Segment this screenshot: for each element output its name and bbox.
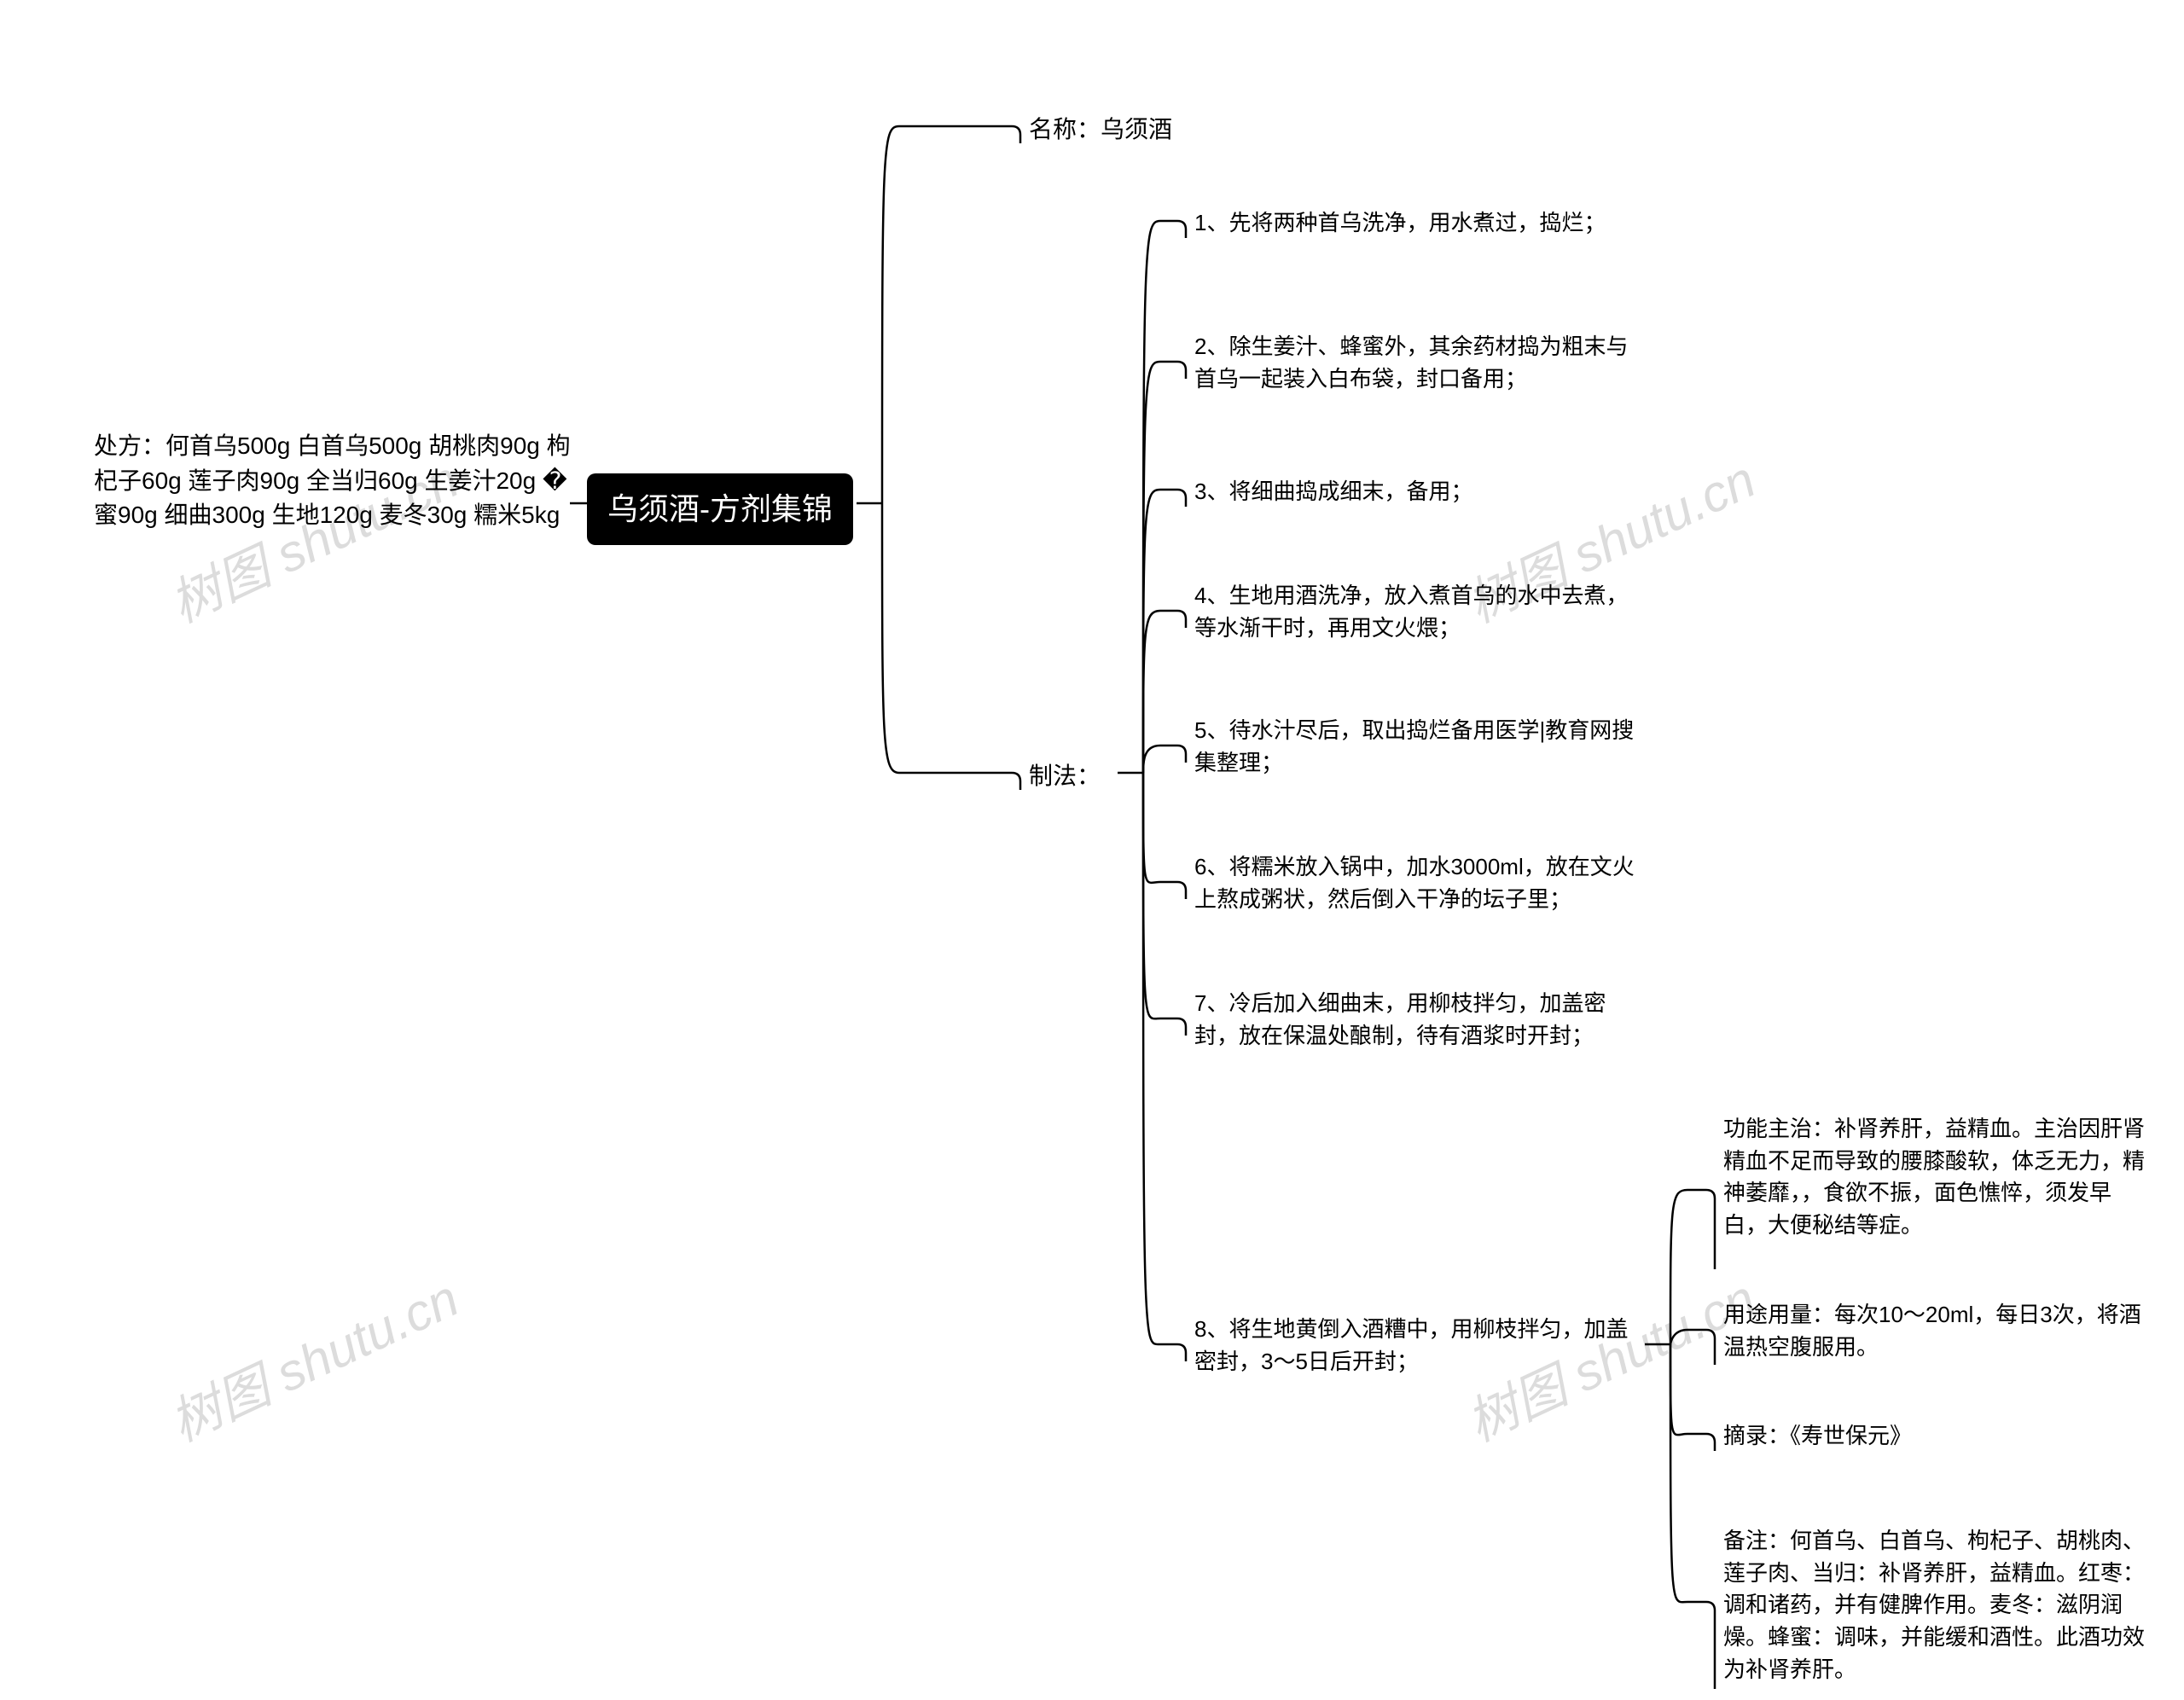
root-node: 乌须酒-方剂集锦 (587, 473, 853, 545)
method-step-text: 4、生地用酒洗净，放入煮首乌的水中去煮，等水渐干时，再用文火煨； (1194, 583, 1628, 641)
method-step-1: 1、先将两种首乌洗净，用水煮过，捣烂； (1194, 207, 1638, 240)
method-label-node: 制法： (1029, 759, 1101, 794)
method-label-text: 制法： (1029, 763, 1101, 789)
step8-child-notes: 备注：何首乌、白首乌、枸杞子、胡桃肉、莲子肉、当归：补肾养肝，益精血。红枣：调和… (1723, 1525, 2150, 1685)
method-step-4: 4、生地用酒洗净，放入煮首乌的水中去煮，等水渐干时，再用文火煨； (1194, 580, 1638, 644)
method-step-3: 3、将细曲捣成细末，备用； (1194, 476, 1638, 508)
prescription-text: 处方：何首乌500g 白首乌500g 胡桃肉90g 枸杞子60g 莲子肉90g … (94, 432, 571, 528)
name-node: 名称：乌须酒 (1029, 113, 1172, 148)
watermark-3: 树图 shutu.cn (156, 1258, 468, 1456)
method-step-text: 5、待水汁尽后，取出捣烂备用医学|教育网搜集整理； (1194, 717, 1634, 775)
step8-child-functions: 功能主治：补肾养肝，益精血。主治因肝肾精血不足而导致的腰膝酸软，体乏无力，精神萎… (1723, 1113, 2150, 1242)
mindmap-canvas: 树图 shutu.cn 树图 shutu.cn 树图 shutu.cn 树图 s… (0, 0, 2184, 1700)
step8-child-text: 功能主治：补肾养肝，益精血。主治因肝肾精血不足而导致的腰膝酸软，体乏无力，精神萎… (1723, 1116, 2145, 1238)
method-step-text: 6、将糯米放入锅中，加水3000ml，放在文火上熬成粥状，然后倒入干净的坛子里； (1194, 854, 1635, 912)
method-step-text: 2、除生姜汁、蜂蜜外，其余药材捣为粗末与首乌一起装入白布袋，封口备用； (1194, 334, 1628, 392)
prescription-node: 处方：何首乌500g 白首乌500g 胡桃肉90g 枸杞子60g 莲子肉90g … (94, 429, 572, 533)
method-step-8: 8、将生地黄倒入酒糟中，用柳枝拌匀，加盖密封，3～5日后开封； (1194, 1314, 1638, 1378)
method-step-text: 1、先将两种首乌洗净，用水煮过，捣烂； (1194, 210, 1606, 235)
method-step-7: 7、冷后加入细曲末，用柳枝拌匀，加盖密封，放在保温处酿制，待有酒浆时开封； (1194, 988, 1638, 1052)
step8-child-text: 备注：何首乌、白首乌、枸杞子、胡桃肉、莲子肉、当归：补肾养肝，益精血。红枣：调和… (1723, 1528, 2145, 1682)
step8-child-text: 用途用量：每次10～20ml，每日3次，将酒温热空腹服用。 (1723, 1302, 2141, 1360)
step8-child-source: 摘录：《寿世保元》 (1723, 1420, 2150, 1453)
step8-child-text: 摘录：《寿世保元》 (1723, 1423, 1912, 1448)
root-label: 乌须酒-方剂集锦 (607, 491, 833, 526)
method-step-2: 2、除生姜汁、蜂蜜外，其余药材捣为粗末与首乌一起装入白布袋，封口备用； (1194, 331, 1638, 395)
step8-child-usage: 用途用量：每次10～20ml，每日3次，将酒温热空腹服用。 (1723, 1299, 2150, 1363)
name-text: 名称：乌须酒 (1029, 116, 1172, 142)
method-step-text: 8、将生地黄倒入酒糟中，用柳枝拌匀，加盖密封，3～5日后开封； (1194, 1316, 1628, 1374)
method-step-6: 6、将糯米放入锅中，加水3000ml，放在文火上熬成粥状，然后倒入干净的坛子里； (1194, 851, 1638, 915)
method-step-text: 3、将细曲捣成细末，备用； (1194, 479, 1472, 504)
method-step-5: 5、待水汁尽后，取出捣烂备用医学|教育网搜集整理； (1194, 715, 1638, 779)
method-step-text: 7、冷后加入细曲末，用柳枝拌匀，加盖密封，放在保温处酿制，待有酒浆时开封； (1194, 990, 1606, 1048)
